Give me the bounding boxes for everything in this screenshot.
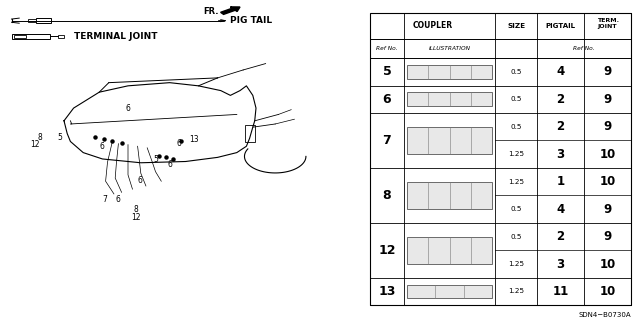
Text: PIG TAIL: PIG TAIL: [230, 16, 273, 25]
Bar: [407, 237, 492, 264]
Text: 4: 4: [556, 65, 564, 78]
Bar: [370, 13, 631, 305]
Text: 8: 8: [38, 133, 43, 142]
Text: 6: 6: [177, 139, 182, 148]
Text: 9: 9: [604, 230, 612, 243]
Text: 9: 9: [604, 65, 612, 78]
Text: 8: 8: [134, 205, 139, 214]
Text: 0.5: 0.5: [510, 206, 522, 212]
Text: 7: 7: [383, 134, 391, 147]
Text: 6: 6: [137, 176, 142, 185]
Text: ILLUSTRATION: ILLUSTRATION: [429, 46, 470, 51]
Text: 7: 7: [102, 195, 107, 204]
Bar: [407, 285, 492, 298]
Text: 1.25: 1.25: [508, 261, 524, 267]
Bar: [14, 35, 26, 38]
Text: TERMINAL JOINT: TERMINAL JOINT: [74, 32, 157, 41]
Text: 1.25: 1.25: [508, 179, 524, 185]
Text: 13: 13: [378, 285, 396, 298]
Bar: [28, 19, 36, 22]
Text: 5: 5: [57, 133, 62, 142]
Text: FR.: FR.: [204, 7, 219, 16]
Text: 6: 6: [125, 104, 131, 113]
Bar: [407, 65, 492, 79]
Text: 9: 9: [604, 203, 612, 216]
Bar: [407, 182, 492, 209]
Text: COUPLER: COUPLER: [413, 21, 452, 30]
Text: 13: 13: [189, 135, 199, 145]
Text: 0.5: 0.5: [510, 234, 522, 240]
Text: 5: 5: [383, 65, 391, 78]
Text: 9: 9: [604, 120, 612, 133]
Bar: [36, 19, 51, 23]
Text: 10: 10: [600, 285, 616, 298]
Text: 12: 12: [31, 140, 40, 149]
Text: 9: 9: [604, 93, 612, 106]
Text: 3: 3: [556, 148, 564, 161]
Text: 1: 1: [556, 175, 564, 188]
Text: SIZE: SIZE: [507, 23, 525, 29]
Text: PIGTAIL: PIGTAIL: [545, 23, 575, 29]
Text: 0.5: 0.5: [510, 96, 522, 102]
Text: Ref No.: Ref No.: [573, 46, 595, 51]
FancyArrow shape: [221, 7, 240, 14]
Bar: [407, 93, 492, 106]
Text: 6: 6: [167, 160, 172, 168]
Text: TERM.
JOINT: TERM. JOINT: [596, 18, 618, 29]
Text: 5: 5: [153, 155, 158, 164]
Text: 11: 11: [552, 285, 569, 298]
Bar: [58, 35, 64, 38]
Text: 10: 10: [600, 257, 616, 271]
Bar: [407, 127, 492, 154]
Text: 1.25: 1.25: [508, 151, 524, 157]
Text: 1.25: 1.25: [508, 288, 524, 294]
Text: 6: 6: [383, 93, 391, 106]
Text: 2: 2: [556, 230, 564, 243]
Bar: [12, 34, 50, 39]
Text: 10: 10: [600, 175, 616, 188]
Text: 12: 12: [378, 244, 396, 257]
Text: 0.5: 0.5: [510, 124, 522, 130]
Bar: [245, 125, 255, 142]
Text: Ref No.: Ref No.: [376, 46, 397, 51]
Text: 2: 2: [556, 93, 564, 106]
Text: 3: 3: [556, 257, 564, 271]
Text: SDN4−B0730A: SDN4−B0730A: [579, 312, 631, 317]
Text: 2: 2: [556, 120, 564, 133]
Text: 6: 6: [116, 195, 121, 204]
Text: 6: 6: [100, 142, 105, 152]
Text: 12: 12: [132, 213, 141, 222]
Text: 0.5: 0.5: [510, 69, 522, 75]
Text: 8: 8: [383, 189, 391, 202]
Text: 4: 4: [556, 203, 564, 216]
Text: 10: 10: [600, 148, 616, 161]
